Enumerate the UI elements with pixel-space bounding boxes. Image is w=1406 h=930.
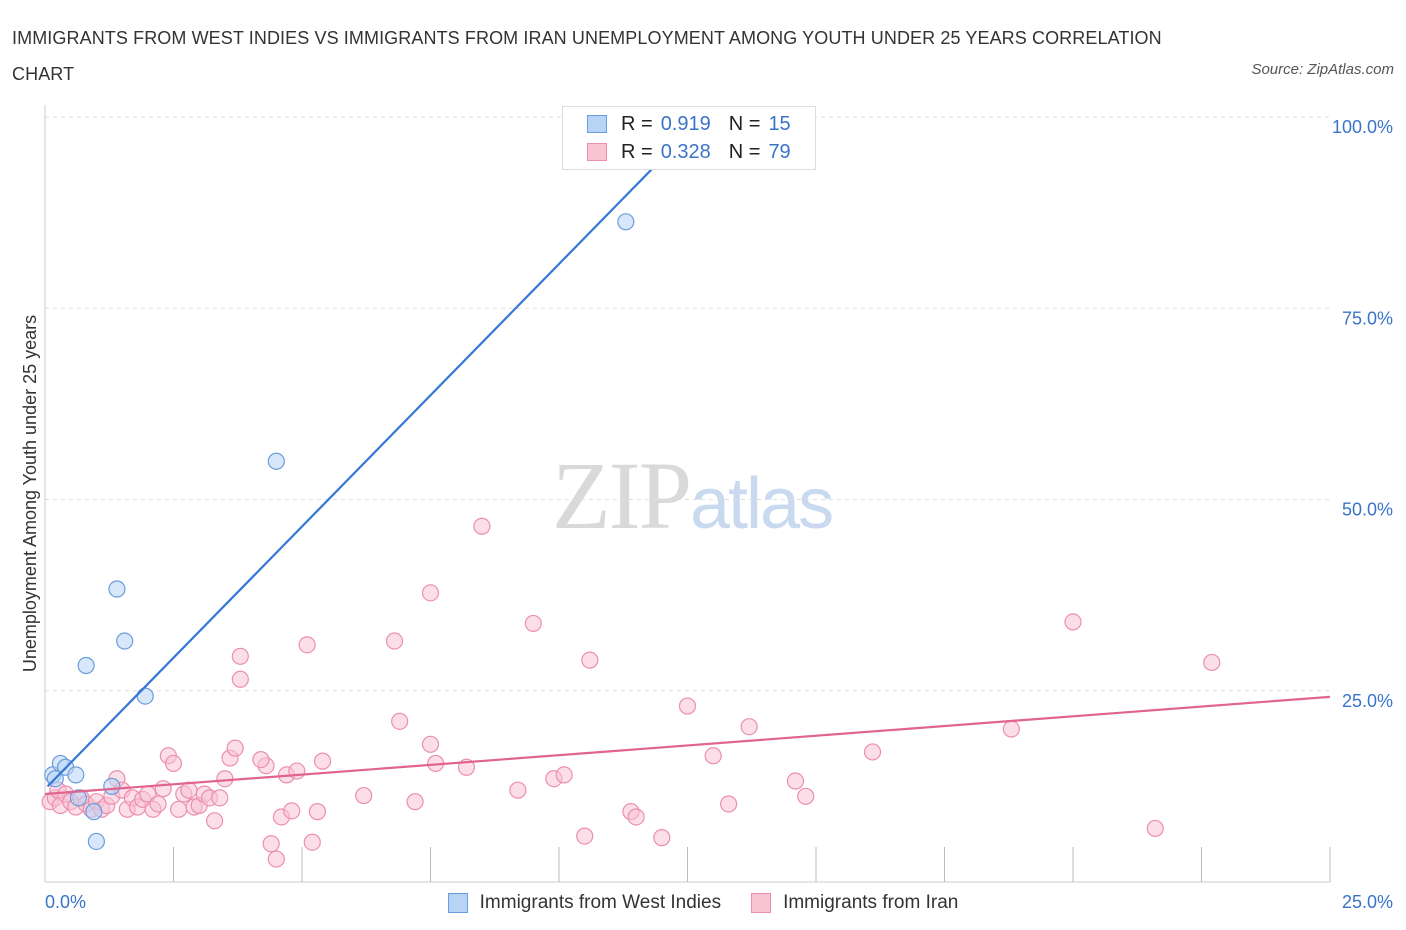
legend-n-value: 15	[768, 112, 791, 135]
point-iran	[252, 750, 270, 769]
point-west-indies	[108, 580, 126, 598]
point-iran	[627, 808, 645, 826]
point-iran	[678, 697, 697, 715]
series-legend-item-iran[interactable]: Immigrants from Iran	[751, 892, 958, 914]
point-iran	[863, 743, 882, 761]
correlation-legend: R = 0.919 N = 15 R = 0.328 N = 79	[562, 106, 816, 170]
point-iran	[509, 781, 527, 799]
point-west-indies	[103, 777, 121, 795]
point-iran	[1146, 819, 1164, 838]
point-iran	[555, 766, 573, 784]
point-iran	[283, 802, 301, 820]
point-iran	[154, 780, 172, 798]
source-label: Source: ZipAtlas.com	[1251, 61, 1394, 78]
point-iran	[797, 787, 815, 805]
legend-r-label: R =	[621, 112, 653, 135]
point-iran	[421, 584, 440, 602]
point-west-indies	[87, 832, 106, 851]
y-axis-label: Unemployment Among Youth under 25 years	[20, 315, 40, 672]
point-iran	[1002, 720, 1020, 738]
point-iran	[231, 647, 249, 665]
series-swatch-west-indies	[447, 893, 468, 913]
watermark: ZIPatlas	[552, 440, 834, 551]
point-west-indies	[617, 213, 635, 231]
point-iran	[164, 754, 183, 773]
watermark-zip: ZIP	[552, 442, 692, 549]
x-tick-label: 25.0%	[1342, 892, 1393, 912]
point-west-indies	[267, 452, 285, 470]
legend-swatch-iran	[587, 143, 607, 161]
point-iran	[231, 670, 249, 688]
point-iran	[1064, 613, 1082, 631]
y-tick-label: 25.0%	[1342, 691, 1393, 711]
point-iran	[226, 739, 244, 757]
point-iran	[473, 517, 491, 535]
point-iran	[1203, 653, 1221, 672]
point-iran	[391, 712, 409, 730]
point-iran	[421, 735, 440, 753]
point-iran	[313, 752, 332, 770]
point-west-indies	[69, 789, 88, 807]
point-iran	[206, 812, 224, 830]
series-legend-item-west-indies[interactable]: Immigrants from West Indies	[447, 892, 722, 914]
legend-r-value: 0.328	[660, 140, 711, 163]
legend-r-label: R =	[621, 140, 653, 163]
point-iran	[298, 636, 316, 654]
legend-r-value: 0.919	[660, 112, 711, 135]
point-iran	[576, 827, 594, 845]
legend-n-value: 79	[768, 140, 791, 163]
series-legend: Immigrants from West Indies Immigrants f…	[0, 888, 1406, 918]
point-iran	[720, 795, 738, 813]
x-tick-label: 0.0%	[45, 892, 86, 912]
point-west-indies	[85, 803, 103, 821]
legend-swatch-west-indies	[587, 115, 607, 133]
watermark-atlas: atlas	[690, 464, 834, 544]
point-iran	[308, 803, 327, 821]
legend-n-label: N =	[728, 112, 761, 135]
point-iran	[149, 795, 167, 813]
point-iran	[740, 718, 758, 736]
y-tick-label: 75.0%	[1342, 308, 1393, 328]
point-west-indies	[77, 656, 95, 675]
legend-row-west-indies: R = 0.919 N = 15	[587, 112, 791, 136]
point-west-indies	[67, 766, 85, 784]
point-iran	[170, 800, 188, 818]
trendline-west-indies	[46, 116, 704, 788]
point-iran	[303, 833, 321, 851]
legend-row-iran: R = 0.328 N = 79	[587, 140, 791, 164]
point-iran	[704, 747, 722, 765]
chart-title: IMMIGRANTS FROM WEST INDIES VS IMMIGRANT…	[12, 28, 1162, 84]
series-label-west-indies: Immigrants from West Indies	[479, 892, 722, 913]
point-iran	[406, 793, 424, 811]
point-iran	[653, 829, 671, 847]
point-iran	[216, 770, 234, 788]
point-iran	[211, 789, 229, 807]
point-iran	[355, 786, 373, 805]
legend-n-label: N =	[728, 140, 761, 163]
point-west-indies	[116, 632, 134, 650]
point-iran	[581, 651, 599, 669]
trendline-iran	[44, 695, 1331, 796]
y-tick-label: 100.0%	[1332, 117, 1393, 137]
point-iran	[262, 835, 280, 853]
point-iran	[524, 614, 542, 633]
y-tick-label: 50.0%	[1342, 500, 1393, 520]
point-iran	[385, 632, 404, 650]
point-west-indies	[136, 687, 154, 705]
point-iran	[288, 762, 306, 780]
series-label-iran: Immigrants from Iran	[783, 892, 959, 913]
series-swatch-iran	[751, 893, 772, 913]
point-iran	[786, 772, 805, 790]
point-iran	[267, 850, 285, 868]
